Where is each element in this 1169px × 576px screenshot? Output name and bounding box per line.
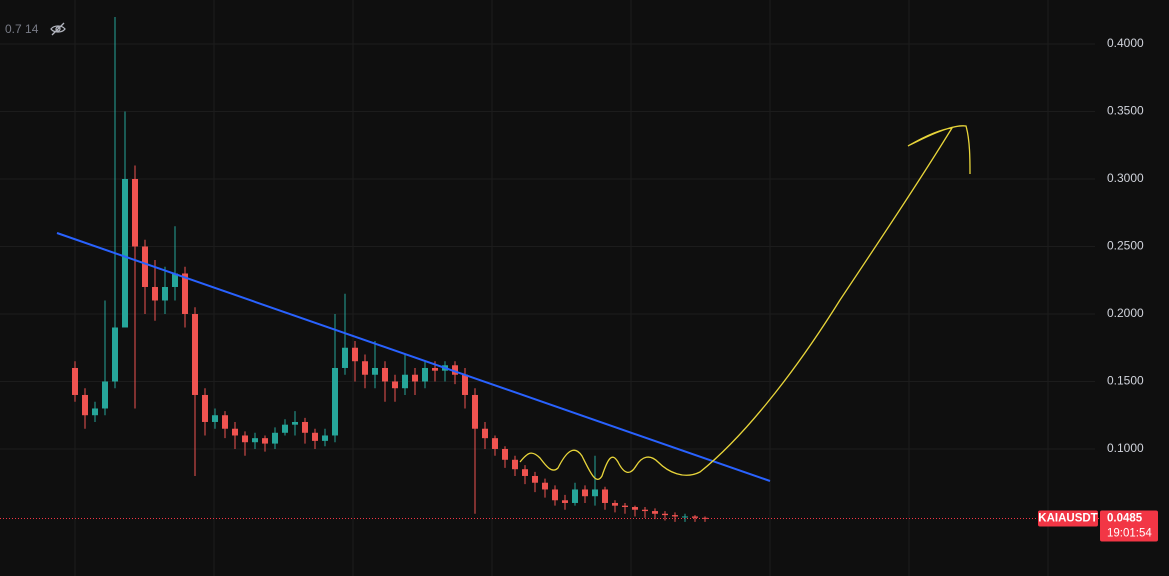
projection-curve (519, 125, 971, 480)
candle-body (182, 273, 188, 314)
candle-body (472, 394, 478, 429)
candle-body (692, 516, 698, 518)
candle-body (652, 511, 658, 514)
candle-body (342, 347, 348, 368)
candle-body (632, 507, 638, 510)
candle-body (492, 438, 498, 449)
y-tick-label: 0.3500 (1107, 104, 1144, 118)
candle-body (122, 178, 128, 328)
overlay: 0.1000 0.1500 0.2000 0.2500 0.3000 0.3500 0.40… (0, 36, 1158, 542)
candle-body (202, 394, 208, 422)
candle-body (532, 475, 538, 483)
candle-body (212, 415, 218, 422)
indicator-legend: 0.7 14 (5, 22, 39, 36)
hide-icon[interactable] (50, 22, 66, 36)
candle-body (172, 273, 178, 287)
candle-body (162, 286, 168, 301)
candle-body (422, 367, 428, 382)
candle-body (682, 516, 688, 518)
candle-body (672, 515, 678, 517)
candle-body (542, 482, 548, 490)
symbol-tag: KAIAUSDT (1038, 513, 1097, 525)
candle-body (102, 381, 108, 409)
candle-body (232, 428, 238, 436)
candle-body (242, 435, 248, 443)
candle-body (272, 432, 278, 444)
price-tag: 0.0485 (1107, 513, 1143, 525)
y-tick-label: 0.1500 (1107, 374, 1144, 388)
candles (72, 17, 708, 522)
symbol-tag-bg (1038, 510, 1098, 527)
candle-body (482, 428, 488, 439)
candle-body (462, 374, 468, 395)
candle-body (622, 505, 628, 508)
y-tick-label: 0.2000 (1107, 306, 1144, 320)
candle-body (612, 502, 618, 506)
y-tick-label: 0.4000 (1107, 36, 1144, 50)
candle-body (152, 286, 158, 301)
candle-body (392, 381, 398, 389)
candle-body (362, 361, 368, 375)
y-tick-label: 0.3000 (1107, 171, 1144, 185)
price-tag-bg (1100, 510, 1158, 542)
candle-body (372, 367, 378, 375)
candle-body (642, 509, 648, 512)
candle-body (72, 367, 78, 395)
candle-body (82, 394, 88, 416)
trendline (56, 232, 771, 482)
candle-body (292, 421, 298, 425)
candle-body (562, 500, 568, 503)
candle-body (222, 415, 228, 429)
y-tick-label: 0.2500 (1107, 239, 1144, 253)
y-tick-label: 0.1000 (1107, 441, 1144, 455)
candle-body (352, 347, 358, 362)
candle-body (522, 469, 528, 476)
candle-body (582, 489, 588, 497)
candle-body (512, 459, 518, 470)
candle-body (552, 489, 558, 501)
candle-body (432, 367, 438, 371)
candle-body (252, 438, 258, 443)
candle-body (452, 365, 458, 375)
candle-body (382, 367, 388, 382)
candle-body (92, 408, 98, 416)
candle-body (412, 374, 418, 382)
candle-body (132, 178, 138, 247)
candle-body (602, 489, 608, 503)
candle-body (192, 313, 198, 395)
candle-body (592, 489, 598, 497)
candle-body (112, 327, 118, 382)
candle-body (282, 424, 288, 433)
candle-body (302, 421, 308, 433)
candle-body (402, 374, 408, 389)
candle-body (572, 489, 578, 503)
candle-body (142, 246, 148, 287)
candle-body (332, 367, 338, 436)
candle-body (322, 435, 328, 441)
candle-body (262, 438, 268, 444)
candle-body (502, 448, 508, 460)
candle-body (312, 432, 318, 441)
countdown-tag: 19:01:54 (1107, 528, 1152, 540)
candle-body (662, 513, 668, 516)
